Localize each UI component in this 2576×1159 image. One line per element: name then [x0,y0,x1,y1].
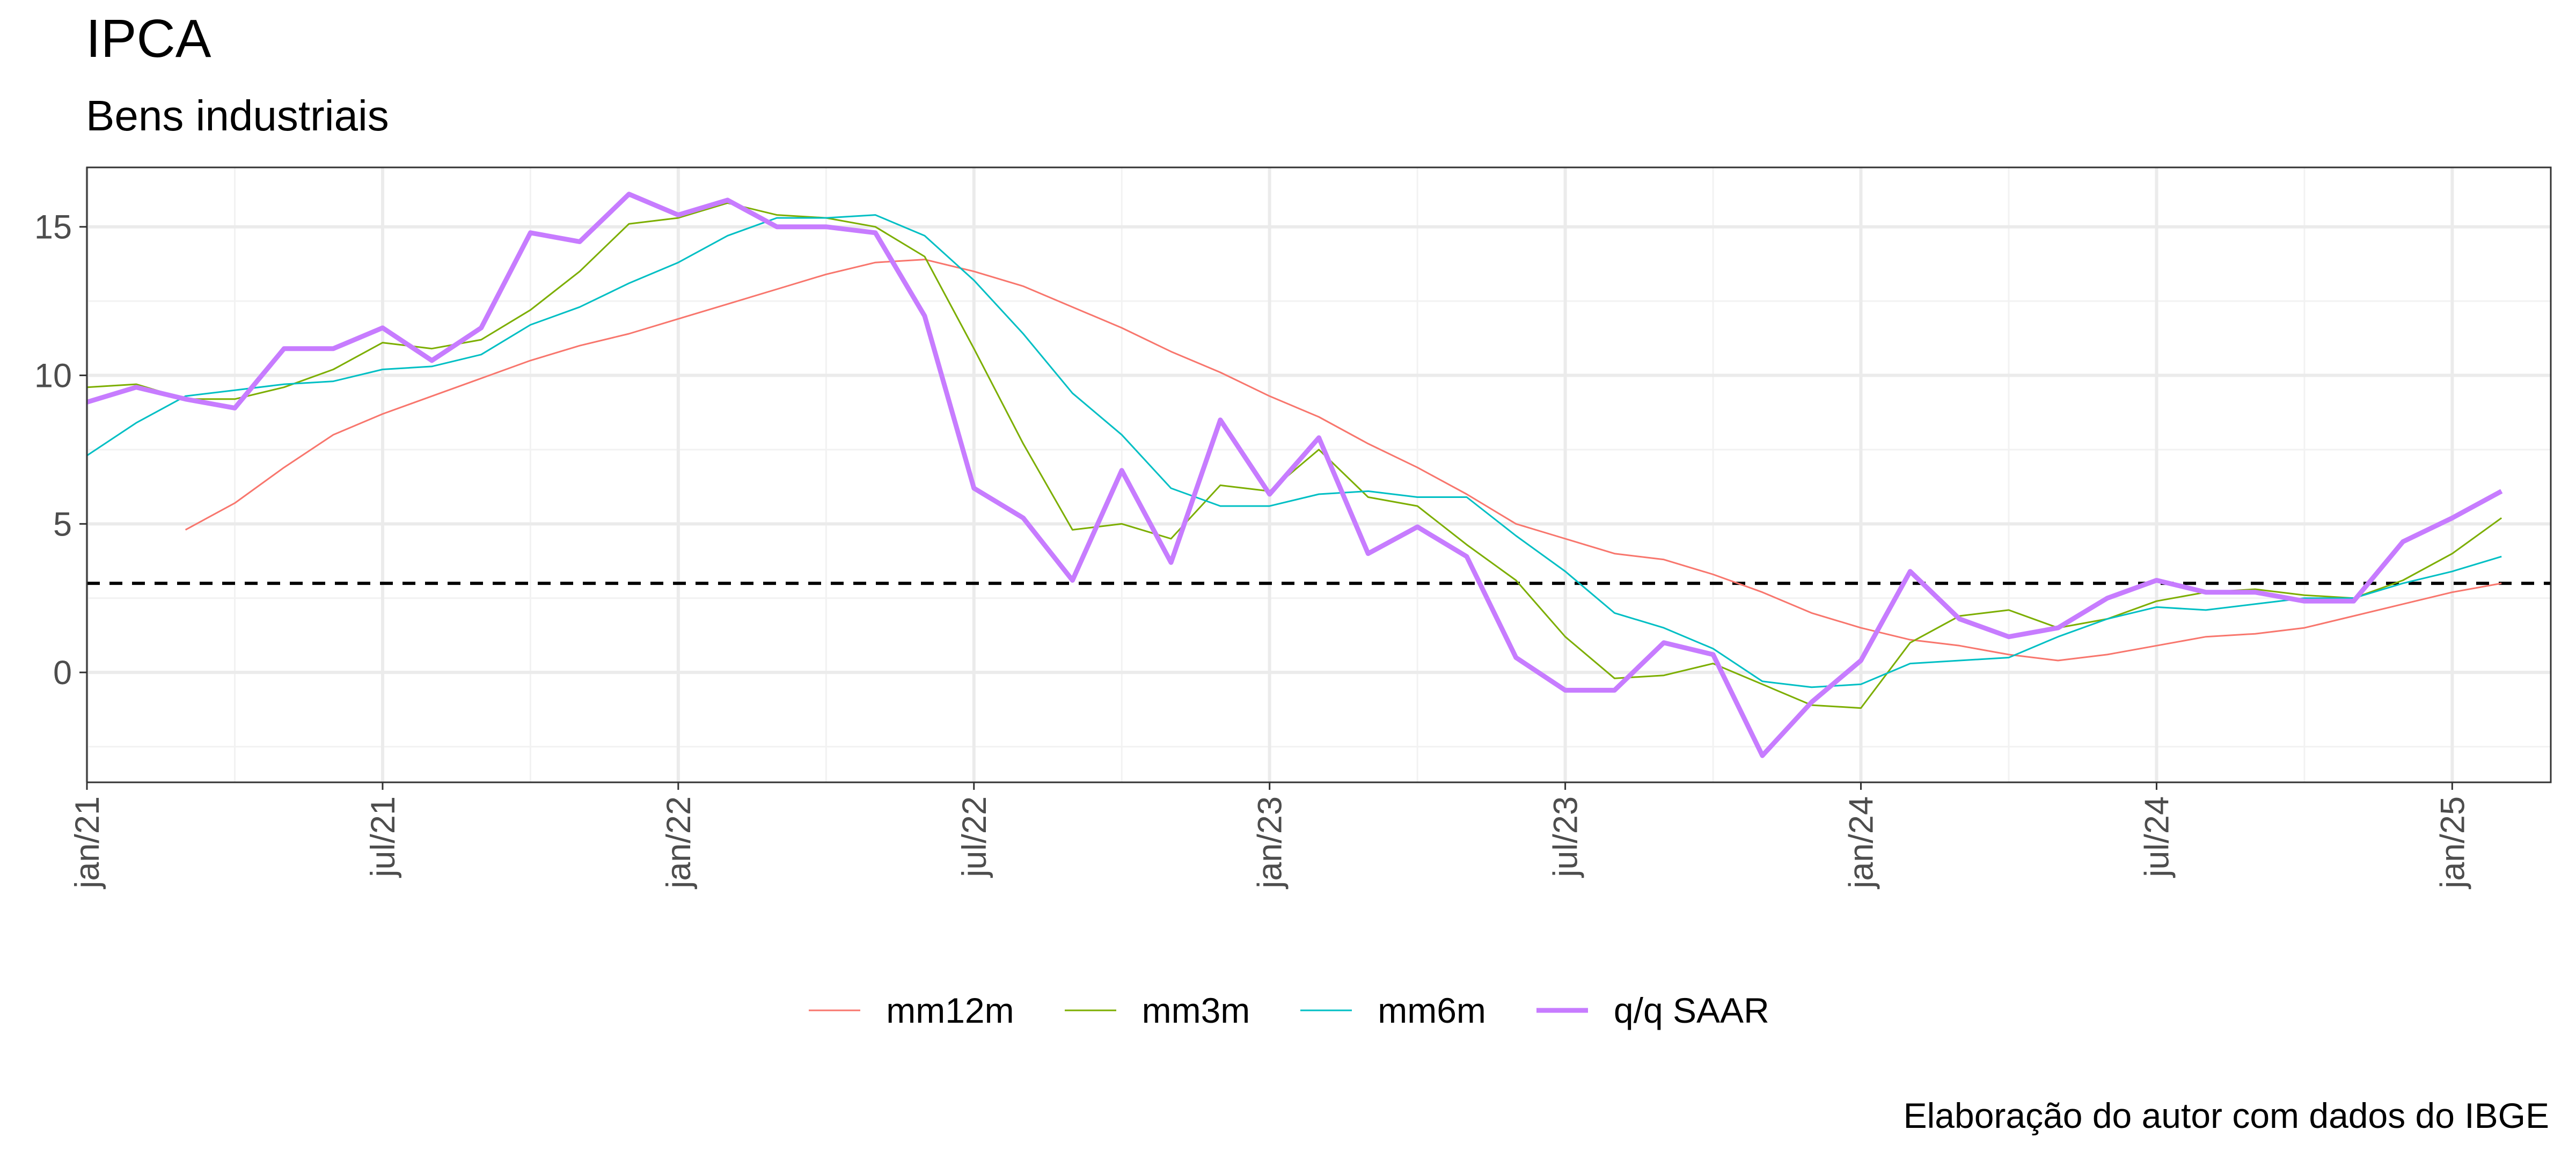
plot-border [86,166,2552,783]
x-tick-label: jul/22 [956,796,993,878]
legend-label: mm12m [886,991,1014,1030]
series-line-mm12m [185,259,2502,662]
x-tick-label: jul/21 [364,796,402,878]
x-tick-label: jan/24 [1843,796,1880,890]
x-tick-label: jan/23 [1252,796,1289,890]
chart-title: IPCA [86,9,211,69]
legend-item-mm3m: mm3m [1063,993,1250,1028]
y-tick-label: 5 [53,505,72,543]
legend-label: mm6m [1378,991,1486,1030]
legend-key-mm6m [1300,1009,1352,1011]
legend-key-q-q-saar [1536,1008,1588,1013]
x-tick-label: jul/24 [2138,796,2176,878]
legend-label: mm3m [1141,991,1250,1030]
chart-legend: mm12m mm3m mm6m q/q SAAR [0,993,2576,1028]
x-tick-label: jan/22 [660,796,698,890]
y-tick-label: 10 [34,357,72,395]
legend-item-mm6m: mm6m [1298,993,1486,1028]
x-tick-label: jan/25 [2434,796,2471,890]
series-group [87,192,2503,758]
series-line-mm6m [87,214,2502,688]
legend-label: q/q SAAR [1613,991,1769,1030]
y-tick-label: 0 [53,654,72,692]
legend-item-mm12m: mm12m [807,993,1014,1028]
series-line-mm3m [87,202,2502,709]
series-line-q-q-saar [87,192,2503,758]
chart-subtitle: Bens industriais [86,92,389,140]
x-tick-label: jul/23 [1547,796,1585,878]
chart-caption: Elaboração do autor com dados do IBGE [1903,1096,2549,1135]
y-tick-label: 15 [34,209,72,246]
x-tick-label: jan/21 [69,796,106,890]
legend-key-mm12m [809,1009,861,1011]
legend-key-mm3m [1064,1009,1116,1011]
legend-item-q-q-saar: q/q SAAR [1534,993,1769,1028]
